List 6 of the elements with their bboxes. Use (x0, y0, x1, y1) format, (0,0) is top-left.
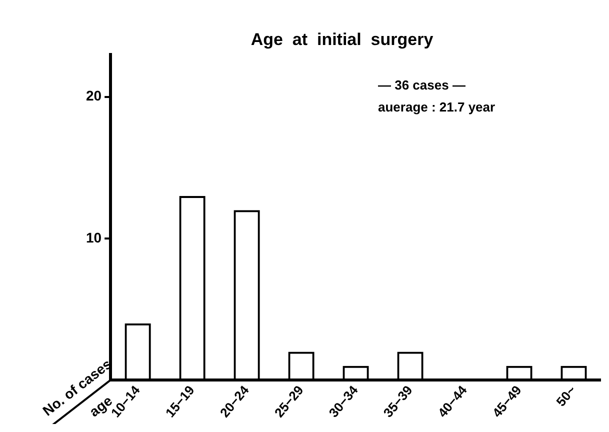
x-tick-label: 50~ (553, 382, 580, 410)
chart-title: Age at initial surgery (250, 30, 434, 49)
y-tick-label: 10 (86, 229, 102, 246)
annotation: auerage : 21.7 year (378, 100, 496, 115)
annotation: — 36 cases — (378, 78, 466, 93)
y-tick-label: 20 (86, 88, 102, 104)
